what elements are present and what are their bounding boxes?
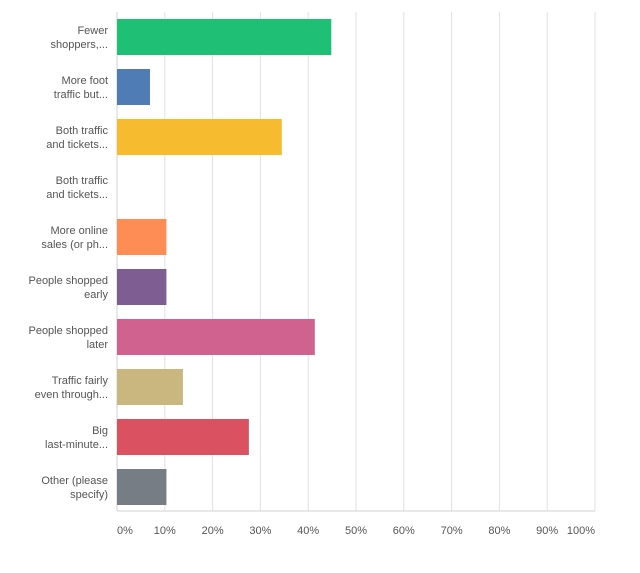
x-axis-tick-labels: 0% 10% 20% 30% 40% 50% 60% 70% 80% 90% 100% (117, 525, 595, 537)
x-tick-label: 60% (393, 525, 415, 537)
x-tick-label: 50% (345, 525, 367, 537)
category-labels: Fewer shoppers,... More foot traffic but...… (28, 25, 108, 501)
x-tick-label: 10% (154, 525, 176, 537)
bar-8[interactable] (117, 419, 249, 455)
bar-6[interactable] (117, 319, 315, 355)
category-label-line: More foot (62, 75, 108, 87)
category-label: More online sales (or ph... (41, 225, 108, 251)
category-label-line: later (87, 339, 109, 351)
category-label-line: Fewer (77, 25, 108, 37)
category-label-line: traffic but... (54, 89, 108, 101)
x-tick-label: 30% (249, 525, 271, 537)
category-label-line: People shopped (28, 325, 108, 337)
category-label-line: Both traffic (56, 175, 109, 187)
category-label-line: specify) (70, 489, 108, 501)
bars (117, 19, 332, 505)
category-label: Fewer shoppers,... (51, 25, 109, 51)
category-label-line: last-minute... (45, 439, 108, 451)
x-tick-label: 20% (202, 525, 224, 537)
bar-5[interactable] (117, 269, 167, 305)
grid-lines (116, 12, 596, 512)
x-tick-label: 0% (117, 525, 133, 537)
category-label-line: Both traffic (56, 125, 109, 137)
category-label-line: shoppers,... (51, 39, 108, 51)
category-label: Big last-minute... (45, 425, 108, 451)
category-label: Both traffic and tickets... (46, 175, 108, 201)
bar-7[interactable] (117, 369, 183, 405)
bar-0[interactable] (117, 19, 332, 55)
category-label: People shopped early (28, 275, 108, 301)
bar-2[interactable] (117, 119, 282, 155)
bar-9[interactable] (117, 469, 167, 505)
category-label: Traffic fairly even through... (35, 375, 109, 401)
category-label-line: Big (92, 425, 108, 437)
category-label-line: Other (please (41, 475, 108, 487)
bar-4[interactable] (117, 219, 167, 255)
category-label: Other (please specify) (41, 475, 108, 501)
category-label-line: early (84, 289, 108, 301)
category-label: People shopped later (28, 325, 108, 351)
category-label-line: People shopped (28, 275, 108, 287)
category-label-line: and tickets... (46, 139, 108, 151)
x-tick-label: 40% (297, 525, 319, 537)
category-label-line: and tickets... (46, 189, 108, 201)
category-label-line: Traffic fairly (52, 375, 109, 387)
x-tick-label: 90% (536, 525, 558, 537)
category-label-line: sales (or ph... (41, 239, 108, 251)
x-tick-label: 70% (441, 525, 463, 537)
bar-1[interactable] (117, 69, 150, 105)
x-tick-label: 100% (567, 525, 595, 537)
category-label-line: More online (51, 225, 108, 237)
category-label-line: even through... (35, 389, 108, 401)
category-label: More foot traffic but... (54, 75, 108, 101)
category-label: Both traffic and tickets... (46, 125, 108, 151)
x-tick-label: 80% (488, 525, 510, 537)
